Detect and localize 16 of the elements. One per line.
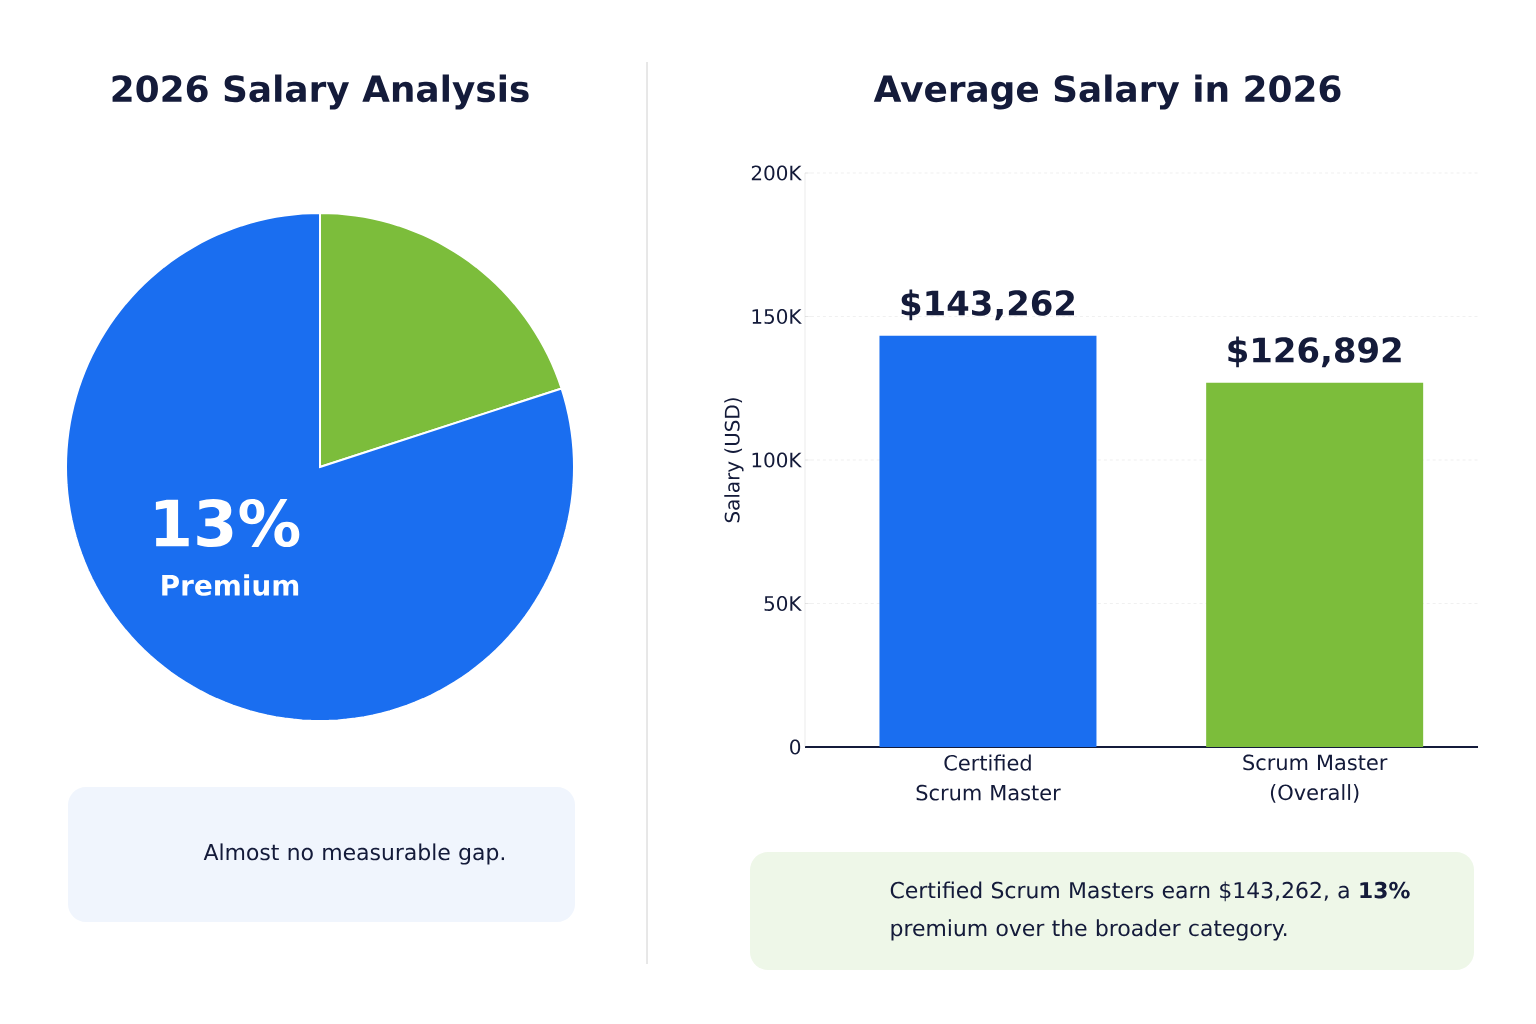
text: 13% xyxy=(155,498,300,548)
y-tick-label: 150K xyxy=(752,308,802,325)
y-tick-label: 50K xyxy=(764,595,802,612)
x-tick-label: Certified Scrum Master xyxy=(916,754,1061,801)
y-tick-label: 200K xyxy=(751,165,802,181)
x-tick-label: Scrum Master (Overall) xyxy=(1243,754,1388,803)
text: Premium xyxy=(162,574,299,596)
chart-title: 2026 Salary Analysis xyxy=(112,74,529,110)
text: Certified Scrum Masters earn $143,262, a 13% premium over the broader category. xyxy=(890,881,1410,941)
y-tick-label: 100K xyxy=(752,452,802,468)
data-label: $126,892 xyxy=(1228,336,1401,368)
data-label: $143,262 xyxy=(901,289,1074,321)
text: Almost no measurable gap. xyxy=(203,843,504,865)
y-tick-label: 0 xyxy=(790,739,801,755)
chart-title: Average Salary in 2026 xyxy=(873,74,1341,110)
y-axis-title: Salary (USD) xyxy=(724,398,744,523)
